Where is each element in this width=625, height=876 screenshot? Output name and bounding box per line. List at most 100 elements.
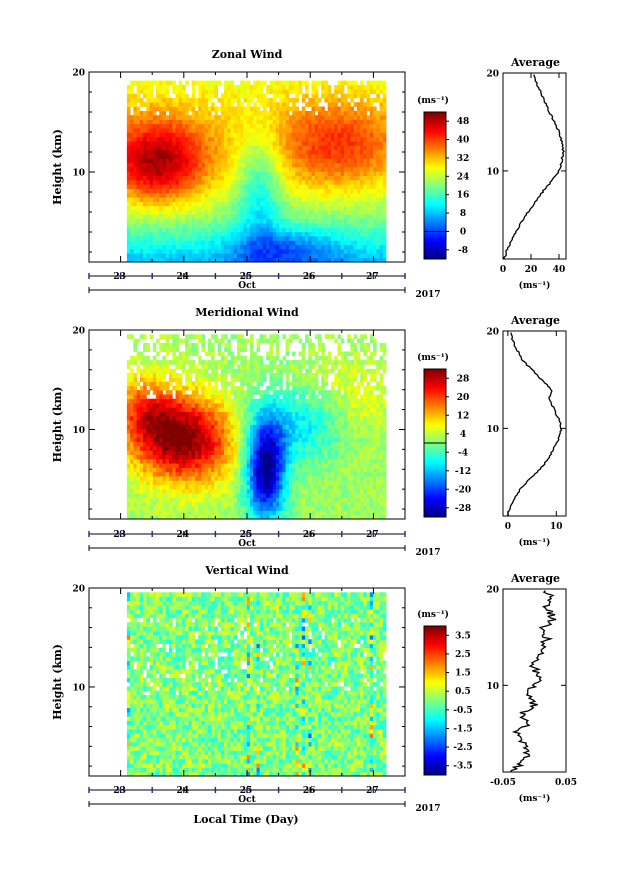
heatmap-cell — [204, 110, 209, 116]
heatmap-cell — [146, 347, 150, 352]
heatmap-cell — [156, 80, 160, 86]
heatmap-cell — [182, 231, 186, 237]
heatmap-cell — [146, 180, 150, 185]
heatmap-cell — [314, 93, 319, 99]
heatmap-cell — [263, 123, 267, 129]
heatmap-cell — [136, 249, 141, 254]
heatmap-cell — [143, 184, 147, 189]
heatmap-cell — [311, 171, 316, 176]
heatmap-cell — [178, 249, 183, 254]
average-x-label: (ms⁻¹) — [519, 280, 551, 291]
heatmap-cell — [233, 188, 238, 194]
heatmap-cell — [136, 458, 141, 464]
heatmap-cell — [243, 394, 248, 400]
heatmap-cell — [292, 89, 296, 94]
heatmap-cell — [191, 467, 196, 473]
heatmap-cell — [194, 334, 199, 339]
heatmap-cell — [275, 149, 280, 155]
heatmap-cell — [220, 227, 225, 233]
heatmap-cell — [272, 171, 277, 176]
heatmap-cell — [198, 141, 202, 146]
heatmap-cell — [253, 192, 257, 198]
heatmap-cell — [321, 214, 325, 220]
heatmap-cell — [159, 377, 163, 382]
heatmap-cell — [256, 132, 261, 138]
heatmap-cell — [253, 257, 257, 263]
heatmap-cell — [256, 484, 261, 490]
heatmap-cell — [143, 347, 147, 352]
heatmap-cell — [373, 115, 377, 120]
heatmap-cell — [318, 106, 322, 112]
heatmap-cell — [269, 154, 273, 159]
heatmap-cell — [353, 210, 358, 215]
heatmap-cell — [250, 394, 254, 400]
heatmap-cell — [201, 424, 205, 430]
heatmap-cell — [162, 110, 167, 116]
heatmap-cell — [198, 501, 202, 507]
heatmap-cell — [152, 506, 157, 511]
heatmap-cell — [237, 145, 241, 151]
heatmap-cell — [366, 188, 371, 194]
heatmap-cell — [347, 89, 351, 94]
heatmap-cell — [130, 80, 134, 86]
heatmap-cell — [259, 162, 264, 168]
heatmap-cell — [292, 192, 296, 198]
heatmap-cell — [353, 171, 358, 176]
heatmap-cell — [149, 441, 154, 447]
heatmap-cell — [379, 136, 384, 142]
heatmap-cell — [379, 218, 384, 224]
heatmap-cell — [311, 115, 316, 120]
heatmap-cell — [360, 80, 364, 86]
heatmap-cell — [353, 136, 358, 142]
heatmap-cell — [126, 493, 131, 498]
heatmap-cell — [136, 227, 141, 233]
heatmap-cell — [207, 454, 212, 460]
heatmap-cell — [178, 338, 183, 344]
heatmap-cell — [237, 128, 241, 133]
heatmap-cell — [353, 89, 358, 94]
heatmap-cell — [194, 368, 199, 374]
heatmap-cell — [243, 467, 248, 473]
heatmap-cell — [308, 115, 312, 120]
heatmap-cell — [130, 514, 134, 520]
heatmap-cell — [295, 253, 299, 259]
heatmap-cell — [243, 424, 248, 430]
heatmap-cell — [217, 463, 222, 468]
heatmap-cell — [373, 119, 377, 125]
heatmap-cell — [126, 437, 131, 443]
heatmap-cell — [256, 493, 261, 498]
heatmap-cell — [305, 80, 309, 86]
heatmap-cell — [165, 484, 170, 490]
heatmap-cell — [246, 106, 251, 112]
heatmap-cell — [266, 171, 270, 176]
heatmap-cell — [162, 480, 167, 485]
heatmap-cell — [136, 85, 141, 90]
heatmap-cell — [188, 420, 193, 425]
heatmap-cell — [376, 223, 380, 228]
heatmap-cell — [363, 154, 367, 159]
heatmap-cell — [292, 253, 296, 259]
heatmap-cell — [136, 188, 141, 194]
heatmap-cell — [198, 210, 202, 215]
heatmap-cell — [211, 428, 215, 434]
heatmap-cell — [172, 415, 176, 421]
heatmap-cell — [275, 102, 280, 107]
heatmap-cell — [214, 381, 218, 387]
heatmap-cell — [243, 347, 248, 352]
heatmap-cell — [175, 424, 180, 430]
heatmap-cell — [376, 205, 380, 211]
heatmap-cell — [165, 197, 170, 202]
heatmap-cell — [169, 145, 173, 151]
heatmap-cell — [250, 145, 254, 151]
heatmap-cell — [149, 411, 154, 417]
heatmap-cell — [188, 205, 193, 211]
heatmap-cell — [363, 253, 367, 259]
heatmap-cell — [224, 128, 228, 133]
heatmap-cell — [191, 407, 196, 412]
heatmap-cell — [191, 458, 196, 464]
heatmap-cell — [305, 257, 309, 263]
heatmap-cell — [224, 488, 228, 494]
heatmap-cell — [172, 162, 176, 168]
heatmap-cell — [191, 484, 196, 490]
heatmap-cell — [350, 244, 354, 250]
